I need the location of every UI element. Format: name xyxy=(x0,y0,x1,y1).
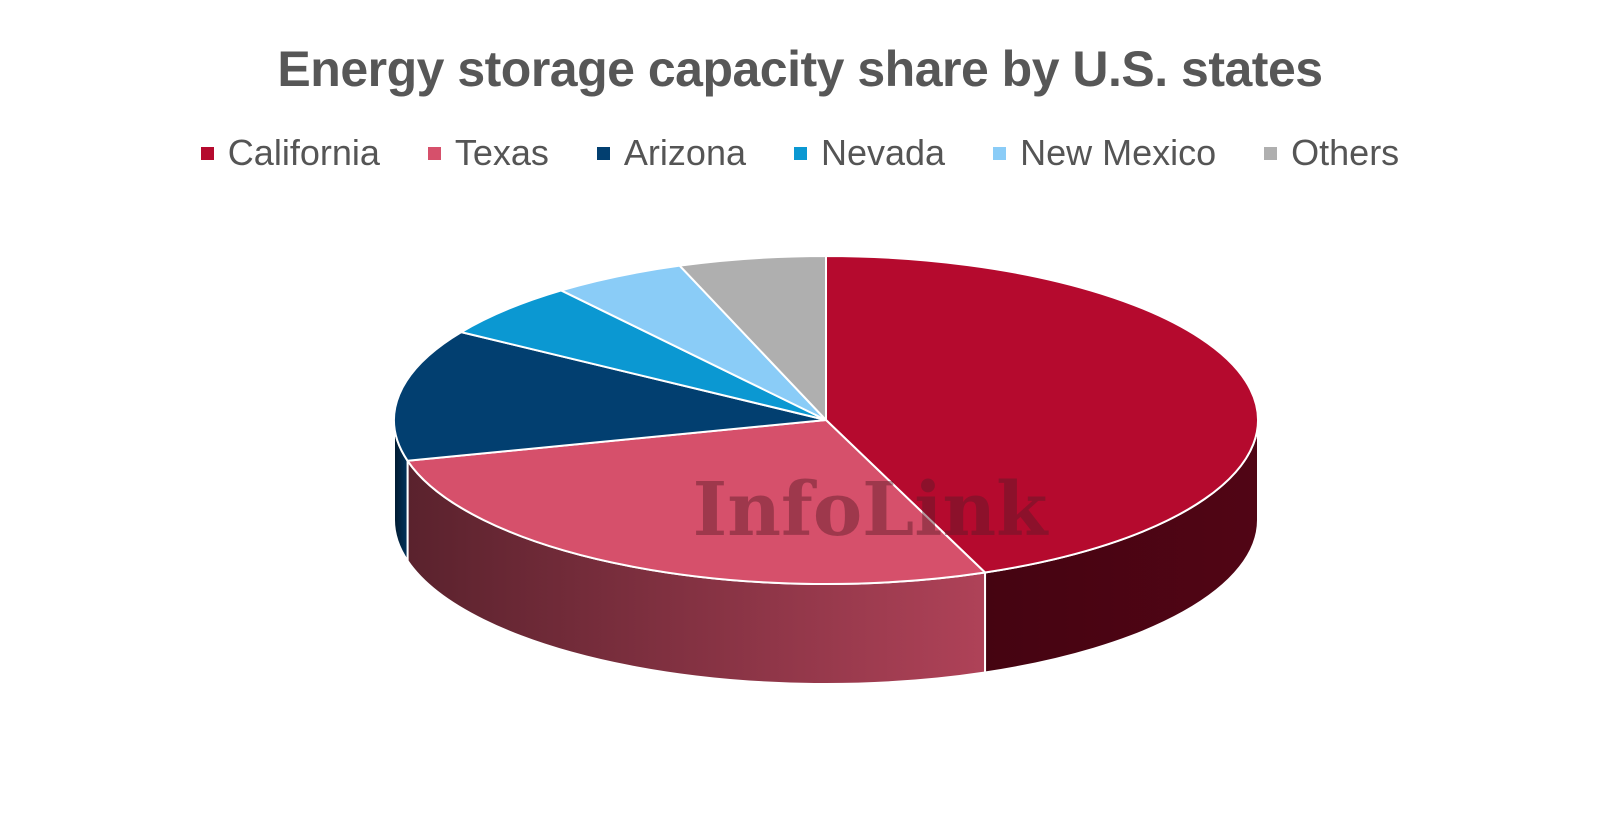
pie-slice-texas xyxy=(406,419,987,585)
legend-label: Arizona xyxy=(623,132,746,173)
legend-swatch xyxy=(993,146,1007,160)
pie-top-layer xyxy=(393,255,1259,585)
legend-item-texas: Texas xyxy=(427,132,549,174)
legend-label: Nevada xyxy=(820,132,946,173)
legend-item-arizona: Arizona xyxy=(596,132,746,174)
legend-item-california: California xyxy=(200,132,380,174)
legend-label: New Mexico xyxy=(1020,132,1217,173)
legend-label: California xyxy=(227,132,380,173)
legend-item-nevada: Nevada xyxy=(793,132,946,174)
legend-swatch xyxy=(1264,146,1278,160)
pie-slice-california xyxy=(825,255,1259,574)
pie-slice-others xyxy=(678,255,827,421)
pie-slice-arizona xyxy=(393,331,827,462)
chart-title: Energy storage capacity share by U.S. st… xyxy=(277,41,1323,97)
legend-item-others: Others xyxy=(1264,132,1399,174)
legend-swatch xyxy=(793,146,807,160)
legend-item-new-mexico: New Mexico xyxy=(993,132,1216,174)
pie-slice-nevada xyxy=(460,289,827,421)
watermark: InfoLink xyxy=(693,467,1050,553)
legend-swatch xyxy=(427,146,441,160)
legend-swatch xyxy=(200,146,214,160)
legend-label: Texas xyxy=(454,132,549,173)
legend: California Texas Arizona Nevada New Mexi… xyxy=(0,132,1600,174)
legend-swatch xyxy=(596,146,610,160)
legend-label: Others xyxy=(1291,132,1400,173)
